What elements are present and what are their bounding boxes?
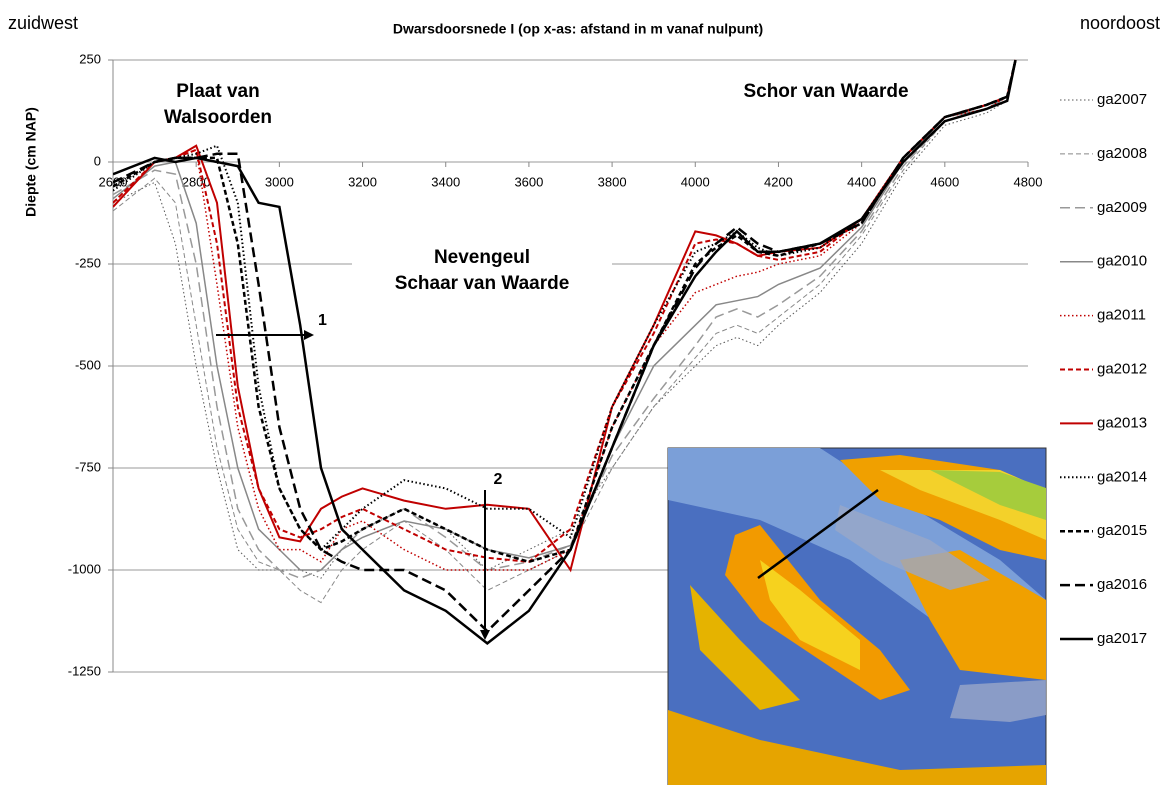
y-tick-label: -1000 <box>68 561 101 576</box>
annotation: 2 <box>494 471 503 488</box>
annotation: 1 <box>318 312 327 329</box>
chart: zuidwest noordoost Dwarsdoorsnede I (op … <box>0 0 1168 785</box>
x-tick-label: 3200 <box>348 174 377 189</box>
legend-label: ga2008 <box>1097 145 1147 162</box>
legend: ga2007 ga2008 ga2009 ga2010 ga2011 ga2012 ga20… <box>1060 91 1147 647</box>
chart-title: Dwarsdoorsnede I (op x-as: afstand in m … <box>393 21 763 37</box>
annotation: Schor van Waarde <box>743 81 908 102</box>
legend-label: ga2015 <box>1097 522 1147 539</box>
y-tick-label: 250 <box>79 51 101 66</box>
x-tick-label: 2800 <box>182 174 211 189</box>
y-tick-label: -500 <box>75 357 101 372</box>
inset-map <box>668 448 1046 785</box>
legend-label: ga2012 <box>1097 360 1147 377</box>
y-axis-label: Diepte (cm NAP) <box>23 107 39 217</box>
legend-label: ga2011 <box>1097 307 1146 324</box>
x-tick-label: 3600 <box>514 174 543 189</box>
legend-label: ga2017 <box>1097 630 1147 647</box>
legend-label: ga2009 <box>1097 199 1147 216</box>
annotation: Schaar van Waarde <box>395 273 570 294</box>
y-tick-label: 0 <box>94 153 101 168</box>
annotation: Walsoorden <box>164 107 272 128</box>
legend-label: ga2014 <box>1097 468 1147 485</box>
x-tick-label: 4800 <box>1014 174 1043 189</box>
annotation: Nevengeul <box>434 247 530 268</box>
arrow-head <box>304 330 314 340</box>
x-tick-label: 3400 <box>431 174 460 189</box>
legend-label: ga2016 <box>1097 576 1147 593</box>
x-tick-label: 4400 <box>847 174 876 189</box>
right-label: noordoost <box>1080 13 1160 33</box>
left-label: zuidwest <box>8 13 78 33</box>
x-tick-label: 3800 <box>598 174 627 189</box>
legend-label: ga2013 <box>1097 414 1147 431</box>
x-tick-label: 4200 <box>764 174 793 189</box>
legend-label: ga2010 <box>1097 253 1147 270</box>
x-tick-label: 4000 <box>681 174 710 189</box>
y-tick-label: -750 <box>75 459 101 474</box>
x-tick-label: 3000 <box>265 174 294 189</box>
legend-label: ga2007 <box>1097 91 1147 108</box>
annotation: Plaat van <box>176 81 259 102</box>
x-tick-label: 4600 <box>930 174 959 189</box>
y-tick-label: -250 <box>75 255 101 270</box>
map-zone <box>950 680 1046 722</box>
y-tick-label: -1250 <box>68 663 101 678</box>
